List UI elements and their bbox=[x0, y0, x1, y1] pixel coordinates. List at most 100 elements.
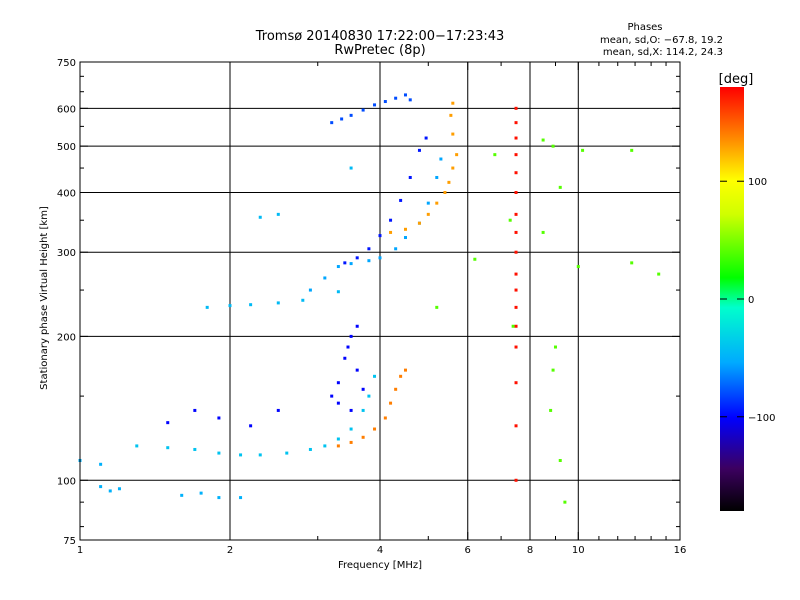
chart-title: Tromsø 20140830 17:22:00−17:23:43 bbox=[255, 29, 505, 44]
data-point bbox=[336, 444, 340, 448]
data-point bbox=[285, 451, 289, 455]
y-tick-label: 600 bbox=[57, 104, 76, 115]
data-point bbox=[217, 416, 221, 420]
data-point bbox=[99, 462, 103, 466]
data-point bbox=[166, 446, 170, 450]
data-point bbox=[193, 408, 197, 412]
data-point bbox=[455, 153, 459, 157]
data-point bbox=[508, 218, 512, 222]
x-tick-label: 2 bbox=[227, 545, 233, 556]
data-point bbox=[349, 166, 353, 170]
data-point bbox=[199, 491, 203, 495]
y-tick-label: 100 bbox=[57, 476, 76, 487]
data-point bbox=[435, 175, 439, 179]
data-point bbox=[541, 138, 545, 142]
data-point bbox=[117, 487, 121, 491]
phase-info-x: mean, sd,X: 114.2, 24.3 bbox=[603, 47, 723, 58]
data-point bbox=[581, 148, 585, 152]
data-point bbox=[435, 305, 439, 309]
data-point bbox=[514, 121, 518, 125]
data-point bbox=[399, 198, 403, 202]
data-point bbox=[553, 345, 557, 349]
data-point bbox=[657, 272, 661, 276]
data-point bbox=[99, 485, 103, 489]
data-point bbox=[355, 256, 359, 260]
data-point bbox=[135, 444, 139, 448]
data-point bbox=[323, 276, 327, 280]
data-point bbox=[514, 272, 518, 276]
data-point bbox=[373, 103, 377, 107]
data-point bbox=[551, 144, 555, 148]
colorbar-tick-label: 0 bbox=[748, 295, 754, 306]
data-point bbox=[493, 153, 497, 157]
data-point bbox=[451, 166, 455, 170]
data-point bbox=[403, 93, 407, 97]
data-point bbox=[417, 221, 421, 225]
data-point bbox=[355, 368, 359, 372]
y-tick-label: 500 bbox=[57, 142, 76, 153]
data-point bbox=[630, 261, 634, 265]
data-point bbox=[205, 305, 209, 309]
data-point bbox=[439, 157, 443, 161]
data-point bbox=[514, 212, 518, 216]
colorbar-label: [deg] bbox=[719, 72, 754, 87]
data-point bbox=[558, 458, 562, 462]
y-tick-label: 75 bbox=[63, 536, 76, 547]
data-point bbox=[217, 451, 221, 455]
data-point bbox=[426, 212, 430, 216]
x-tick-label: 10 bbox=[572, 545, 585, 556]
data-point bbox=[373, 427, 377, 431]
data-point bbox=[378, 256, 382, 260]
data-point bbox=[630, 148, 634, 152]
y-tick-label: 400 bbox=[57, 188, 76, 199]
data-point bbox=[541, 230, 545, 234]
data-point bbox=[336, 437, 340, 441]
data-point bbox=[276, 408, 280, 412]
data-point bbox=[349, 427, 353, 431]
data-point bbox=[451, 101, 455, 105]
data-point bbox=[343, 356, 347, 360]
data-point bbox=[336, 265, 340, 269]
colorbar-tick-label: 100 bbox=[748, 177, 767, 188]
data-point bbox=[355, 324, 359, 328]
y-tick-label: 750 bbox=[57, 58, 76, 69]
phase-info-heading: Phases bbox=[627, 22, 662, 33]
data-point bbox=[193, 447, 197, 451]
data-point bbox=[330, 394, 334, 398]
data-point bbox=[361, 435, 365, 439]
data-point bbox=[239, 453, 243, 457]
data-point bbox=[258, 215, 262, 219]
data-point bbox=[403, 368, 407, 372]
data-point bbox=[514, 324, 518, 328]
data-point bbox=[228, 304, 232, 308]
data-point bbox=[367, 394, 371, 398]
data-point bbox=[361, 408, 365, 412]
data-point bbox=[408, 175, 412, 179]
x-tick-label: 16 bbox=[674, 545, 687, 556]
data-point bbox=[249, 303, 253, 307]
x-tick-label: 1 bbox=[77, 545, 83, 556]
data-point bbox=[443, 190, 447, 194]
data-point bbox=[308, 447, 312, 451]
data-point bbox=[451, 132, 455, 136]
data-point bbox=[435, 201, 439, 205]
y-axis-label: Stationary phase Virtual Height [km] bbox=[39, 206, 50, 390]
y-tick-label: 300 bbox=[57, 248, 76, 259]
data-point bbox=[308, 288, 312, 292]
data-point bbox=[514, 171, 518, 175]
x-tick-label: 6 bbox=[465, 545, 471, 556]
data-point bbox=[378, 234, 382, 238]
data-point bbox=[514, 288, 518, 292]
data-point bbox=[514, 250, 518, 254]
data-point bbox=[361, 108, 365, 112]
data-point bbox=[473, 257, 477, 261]
data-point bbox=[514, 305, 518, 309]
data-point bbox=[336, 290, 340, 294]
data-point bbox=[383, 100, 387, 104]
data-point bbox=[239, 496, 243, 500]
data-point bbox=[389, 230, 393, 234]
data-point bbox=[330, 121, 334, 125]
data-point bbox=[563, 500, 567, 504]
data-point bbox=[343, 261, 347, 265]
